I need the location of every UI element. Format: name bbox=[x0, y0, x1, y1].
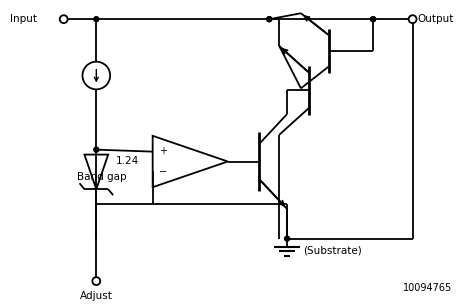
Circle shape bbox=[94, 147, 99, 152]
Circle shape bbox=[267, 17, 272, 22]
Text: Adjust: Adjust bbox=[80, 291, 113, 301]
Text: 1.24: 1.24 bbox=[116, 156, 140, 166]
Text: (Substrate): (Substrate) bbox=[303, 246, 362, 256]
Circle shape bbox=[94, 17, 99, 22]
Text: +: + bbox=[159, 145, 166, 156]
Circle shape bbox=[60, 15, 67, 23]
Text: −: − bbox=[159, 167, 167, 178]
Circle shape bbox=[285, 236, 290, 241]
Circle shape bbox=[371, 17, 376, 22]
Circle shape bbox=[267, 17, 272, 22]
Text: Input: Input bbox=[10, 14, 37, 24]
Circle shape bbox=[82, 62, 110, 89]
Circle shape bbox=[409, 15, 417, 23]
Circle shape bbox=[371, 17, 376, 22]
Circle shape bbox=[93, 277, 100, 285]
Text: Output: Output bbox=[418, 14, 454, 24]
Text: Band gap: Band gap bbox=[77, 172, 126, 182]
Text: 10094765: 10094765 bbox=[403, 283, 452, 293]
